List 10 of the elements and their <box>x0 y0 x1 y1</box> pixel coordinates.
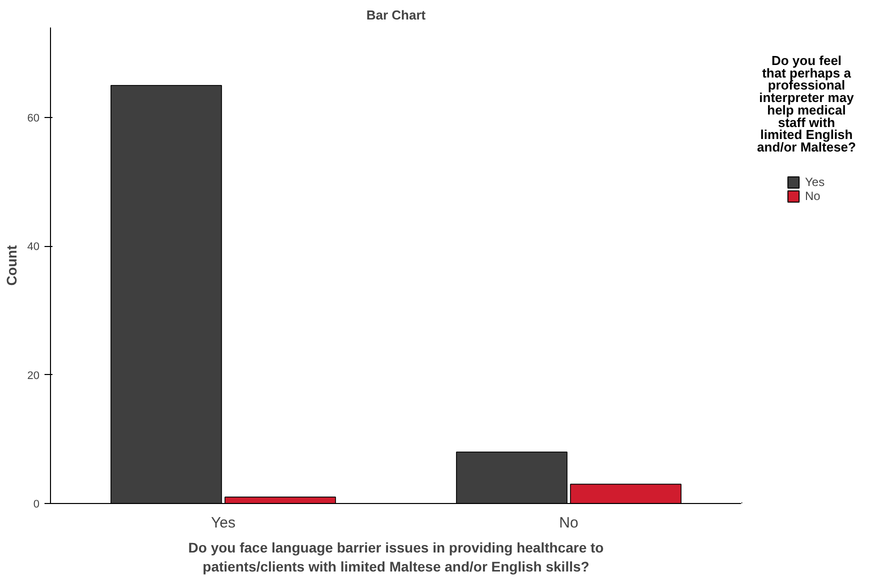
y-axis-title: Count <box>3 244 20 286</box>
legend-label: Yes <box>805 175 825 189</box>
y-tick-label: 60 <box>27 112 40 125</box>
chart-title: Bar Chart <box>366 8 426 22</box>
y-tick-label: 40 <box>27 241 40 254</box>
x-axis-title: Do you face language barrier issues in providing healthcare to patients/clients with limited Maltese and/or English skills? <box>188 540 604 575</box>
y-tick-label: 0 <box>33 498 40 510</box>
y-tick-label: 20 <box>27 370 40 382</box>
legend-title: Do you feel that perhaps a professional interpreter may help medical staff with limited English and/or Maltese? <box>757 53 856 155</box>
legend-label: No <box>805 189 822 203</box>
